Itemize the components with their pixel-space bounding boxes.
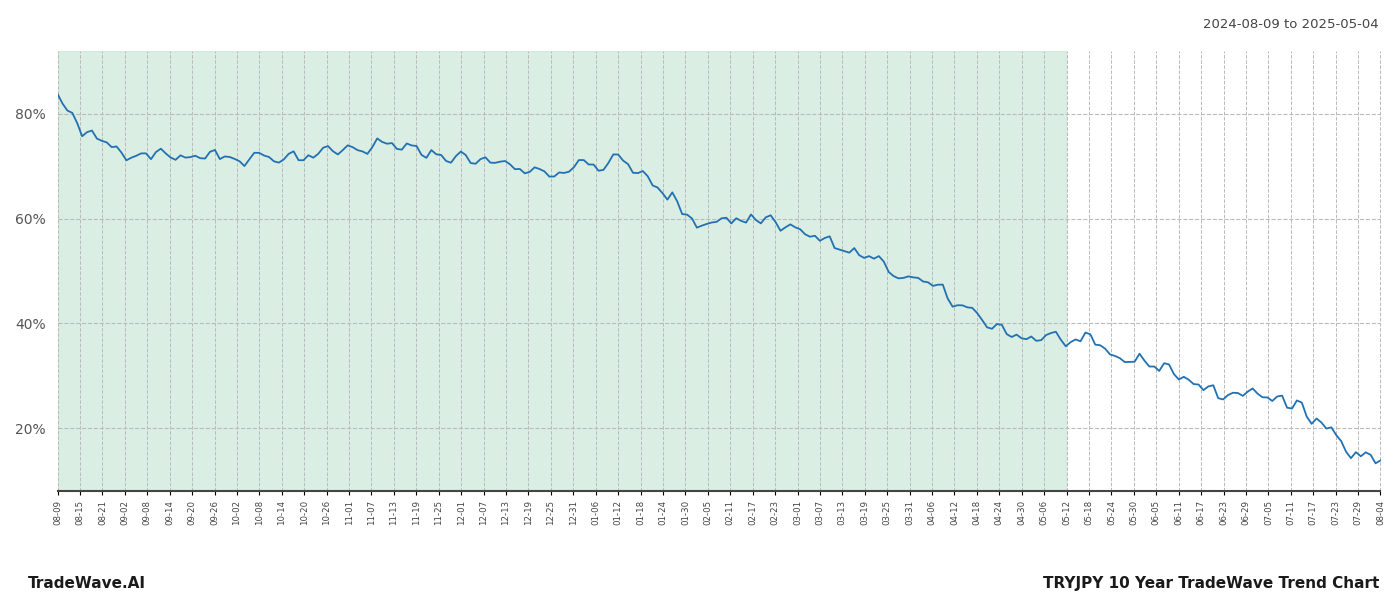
Text: TRYJPY 10 Year TradeWave Trend Chart: TRYJPY 10 Year TradeWave Trend Chart (1043, 576, 1379, 591)
Bar (57, 51, 1065, 491)
Text: 2024-08-09 to 2025-05-04: 2024-08-09 to 2025-05-04 (1204, 18, 1379, 31)
Text: TradeWave.AI: TradeWave.AI (28, 576, 146, 591)
